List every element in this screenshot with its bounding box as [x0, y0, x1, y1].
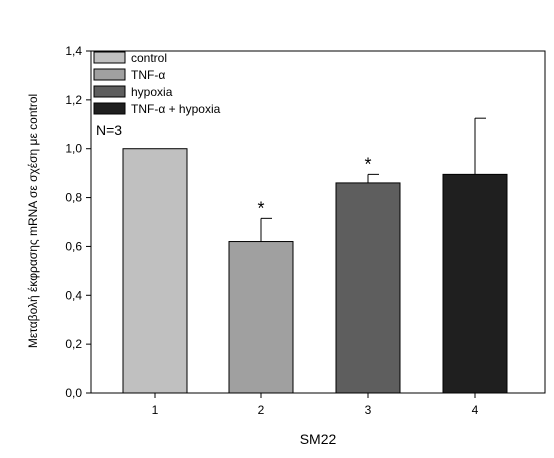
error-bars-layer — [260, 117, 486, 242]
y-tick-label: 0,6 — [65, 239, 82, 253]
legend-label: TNF-α — [131, 68, 165, 82]
legend-label: TNF-α + hypoxia — [131, 102, 221, 116]
legend: control TNF-α hypoxia TNF-α + hypoxia — [93, 51, 221, 116]
x-tick-label: 3 — [365, 403, 372, 417]
sample-size-annotation: N=3 — [96, 122, 122, 138]
legend-label: control — [131, 51, 167, 65]
legend-swatch — [93, 51, 126, 64]
significance-layer: ** — [257, 154, 371, 218]
y-axis: 0,0 0,2 0,4 0,6 0,8 1,0 1,2 1,4 — [65, 44, 91, 400]
significance-marker: * — [257, 198, 264, 218]
y-tick-label: 0,4 — [65, 288, 82, 302]
y-tick-label: 0,8 — [65, 191, 82, 205]
x-tick-label: 1 — [152, 403, 159, 417]
significance-marker: * — [364, 154, 371, 174]
y-tick-label: 1,0 — [65, 142, 82, 156]
bars-layer — [122, 148, 508, 394]
x-tick-label: 4 — [472, 403, 479, 417]
x-axis-title: SM22 — [300, 431, 337, 447]
bar-3 — [335, 182, 401, 394]
bar-4 — [442, 173, 508, 394]
y-tick-label: 1,4 — [65, 44, 82, 58]
plot-frame — [90, 50, 546, 394]
y-tick-label: 0,2 — [65, 337, 82, 351]
y-tick-label: 1,2 — [65, 93, 82, 107]
y-tick-label: 0,0 — [65, 386, 82, 400]
y-axis-title: Μεταβολή έκφρασης mRNA σε σχέση με contr… — [26, 94, 40, 348]
x-tick-label: 2 — [258, 403, 265, 417]
legend-swatch — [93, 68, 126, 81]
x-axis: 1 2 3 4 — [152, 393, 479, 417]
bar-1 — [122, 148, 188, 394]
bar-2 — [228, 241, 294, 394]
legend-swatch — [93, 85, 126, 98]
legend-label: hypoxia — [131, 85, 173, 99]
legend-swatch — [93, 102, 126, 115]
